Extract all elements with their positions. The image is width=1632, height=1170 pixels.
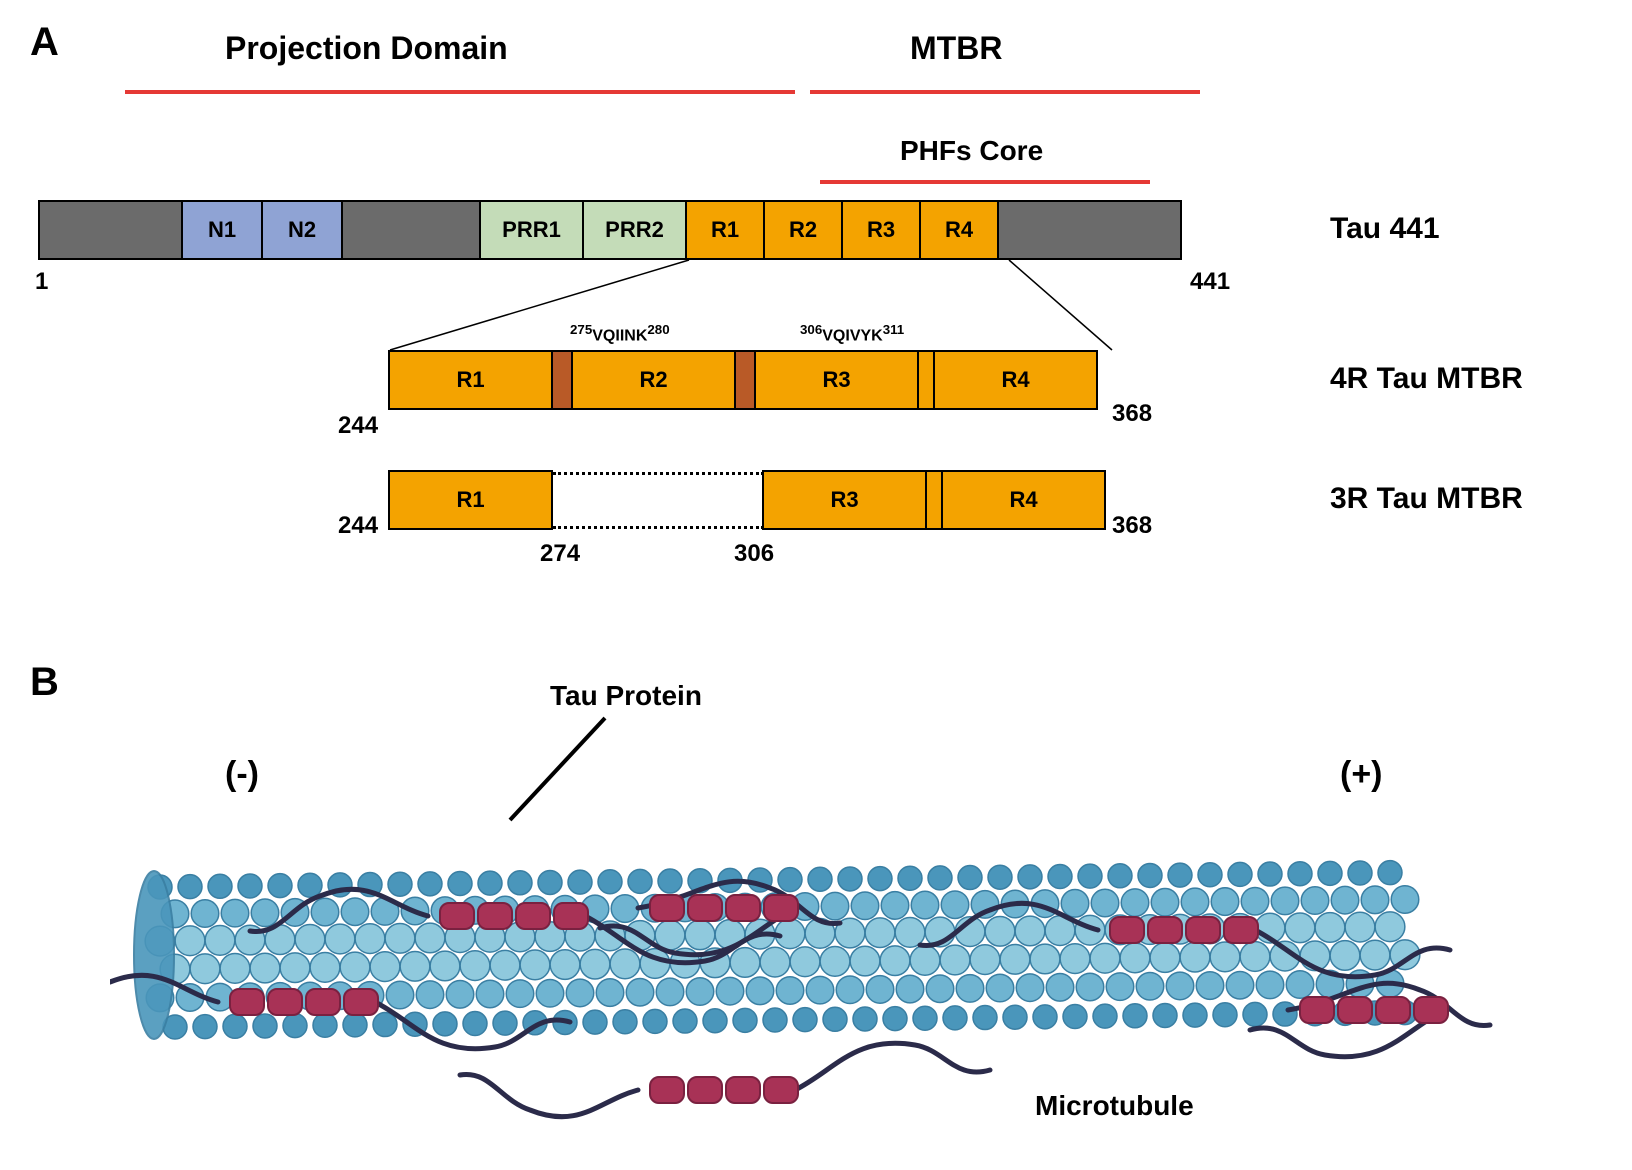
panel-a: A Projection Domain MTBR PHFs Core N1N2P… (30, 30, 1600, 650)
segment-R2: R2 (763, 200, 843, 260)
bar3r-start: 244 (338, 512, 378, 540)
pos-441: 441 (1190, 268, 1230, 296)
segment-N1: N1 (181, 200, 263, 260)
minus-end: (-) (225, 755, 259, 794)
microtubule-graphic (110, 830, 1510, 1155)
bar-4r: R1 R2 R3R4 (390, 350, 1098, 410)
segment-spacer (734, 350, 756, 410)
phf-core-label: PHFs Core (900, 135, 1043, 167)
tau441-right-label: Tau 441 (1330, 212, 1440, 246)
mtbr-line (810, 90, 1200, 94)
segment-R1: R1 (685, 200, 765, 260)
bar-3r-right: R3R4 (764, 470, 1106, 530)
bar-3r-left: R1 (390, 470, 553, 530)
panel-a-label: A (30, 20, 59, 65)
segment-PRR2: PRR2 (582, 200, 687, 260)
segment-spacer (551, 350, 573, 410)
tau441-bar: N1N2 PRR1PRR2R1R2R3R4 (40, 200, 1182, 260)
projection-domain-label: Projection Domain (225, 30, 508, 67)
panel-b-label: B (30, 660, 59, 705)
mtbr-label: MTBR (910, 30, 1002, 67)
segment-spacer (341, 200, 481, 260)
bar4r-start: 244 (338, 412, 378, 440)
segment-R3: R3 (841, 200, 921, 260)
bar3r-end: 368 (1112, 512, 1152, 540)
segment-spacer (997, 200, 1182, 260)
plus-end: (+) (1340, 755, 1383, 794)
segment-spacer (38, 200, 183, 260)
pos-1: 1 (35, 268, 48, 296)
phf-line (820, 180, 1150, 184)
seq-vqiink: 275VQIINK280 (570, 322, 670, 345)
segment-N2: N2 (261, 200, 343, 260)
gap-start: 274 (540, 540, 580, 568)
segment-R3: R3 (762, 470, 927, 530)
segment-R4: R4 (941, 470, 1106, 530)
bar-3r-right-label: 3R Tau MTBR (1330, 482, 1523, 516)
segment-R3: R3 (754, 350, 919, 410)
seq-vqivyk: 306VQIVYK311 (800, 322, 904, 345)
segment-PRR1: PRR1 (479, 200, 584, 260)
projection-line (125, 90, 795, 94)
gap-end: 306 (734, 540, 774, 568)
segment-R2: R2 (571, 350, 736, 410)
segment-R1: R1 (388, 350, 553, 410)
bar4r-end: 368 (1112, 400, 1152, 428)
segment-R4: R4 (919, 200, 999, 260)
dotted-top (553, 472, 764, 475)
segment-R4: R4 (933, 350, 1098, 410)
dotted-bot (553, 526, 764, 529)
bar-4r-right-label: 4R Tau MTBR (1330, 362, 1523, 396)
tau-protein-label: Tau Protein (550, 680, 702, 712)
segment-R1: R1 (388, 470, 553, 530)
panel-b: B Tau Protein (-) (+) Microtubule (30, 660, 1600, 1140)
